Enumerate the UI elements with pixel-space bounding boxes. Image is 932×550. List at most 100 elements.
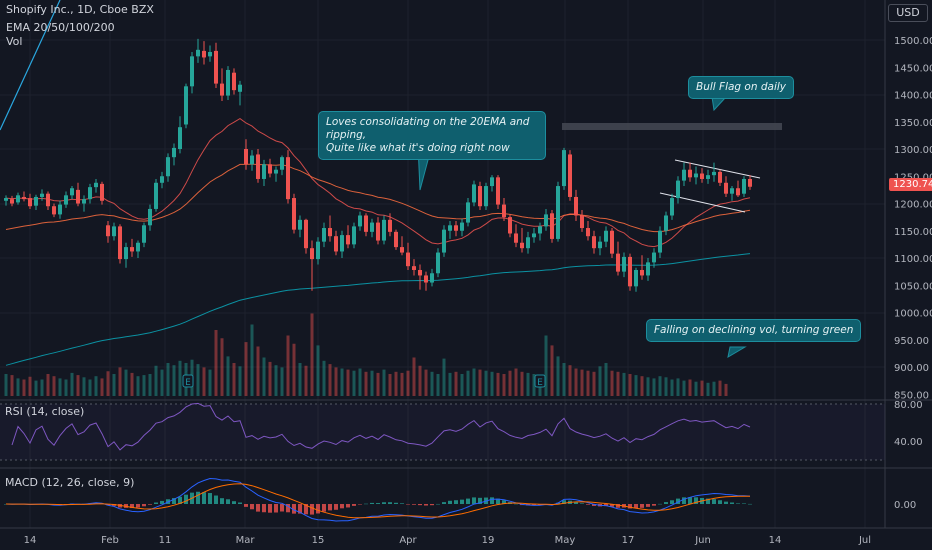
candle-body (64, 195, 68, 205)
annotation-bull-flag[interactable]: Bull Flag on daily (688, 76, 794, 99)
macd-histogram-bar (400, 503, 404, 504)
volume-bar (214, 330, 218, 396)
candle-body (490, 177, 494, 187)
candle-body (460, 222, 464, 231)
macd-histogram-bar (514, 503, 518, 505)
volume-bar (406, 370, 410, 396)
candle-body (40, 193, 44, 197)
volume-bar (82, 377, 86, 396)
candle-body (76, 189, 80, 204)
candle-body (256, 154, 260, 179)
volume-bar (316, 345, 320, 396)
macd-histogram-bar (634, 504, 638, 509)
macd-panel (4, 477, 752, 522)
macd-histogram-bar (346, 504, 350, 508)
volume-bar (10, 375, 14, 396)
macd-histogram-bar (322, 504, 326, 512)
macd-histogram-bar (694, 497, 698, 504)
candle-body (466, 202, 470, 223)
macd-histogram-bar (364, 503, 368, 505)
flag-lower-line (659, 192, 746, 213)
volume-bar (436, 374, 440, 396)
volume-bars (4, 313, 728, 396)
macd-histogram-bar (280, 504, 284, 512)
macd-histogram-bar (130, 504, 134, 509)
candle-body (346, 235, 350, 245)
candle-body (178, 127, 182, 149)
candle-body (574, 196, 578, 216)
volume-bar (442, 358, 446, 396)
candle-body (730, 188, 734, 194)
macd-histogram-bar (148, 504, 152, 505)
candle-body (268, 164, 272, 174)
candle-body (274, 169, 278, 174)
volume-bar (682, 380, 686, 396)
candle-body (610, 230, 614, 254)
candle-body (136, 242, 140, 252)
candle-body (478, 186, 482, 207)
candle-body (82, 199, 86, 204)
macd-line (5, 477, 751, 522)
volume-bar (508, 370, 512, 396)
macd-histogram-bar (340, 504, 344, 509)
macd-histogram-bar (460, 499, 464, 504)
currency-button[interactable]: USD (888, 4, 928, 22)
ema-indicator-label[interactable]: EMA 20/50/100/200 (6, 21, 115, 34)
candle-body (622, 256, 626, 272)
macd-histogram-bar (244, 504, 248, 507)
candle-body (280, 157, 284, 170)
volume-bar (676, 378, 680, 396)
candle-body (352, 226, 356, 245)
volume-bar (244, 342, 248, 396)
candle-body (322, 228, 326, 242)
macd-histogram-bar (154, 502, 158, 504)
volume-bar (466, 370, 470, 396)
volume-bar (208, 369, 212, 396)
macd-histogram-bar (676, 498, 680, 504)
annotation-consolidating-line2: Quite like what it's doing right now (326, 142, 510, 154)
annotation-falling-vol[interactable]: Falling on declining vol, turning green (646, 319, 862, 342)
macd-histogram-bar (334, 504, 338, 510)
annotation-consolidating[interactable]: Loves consolidating on the 20EMA and rip… (318, 111, 546, 160)
candle-body (88, 187, 92, 200)
candle-body (58, 204, 62, 215)
volume-bar (724, 383, 728, 396)
symbol-title[interactable]: Shopify Inc., 1D, Cboe BZX (6, 3, 154, 16)
macd-histogram-bar (574, 501, 578, 504)
candle-body (688, 169, 692, 178)
date-tick-label: 15 (312, 535, 325, 546)
price-tick-label: 1200.00 (894, 200, 932, 211)
candle-body (286, 157, 290, 200)
ema-50-line (5, 163, 751, 233)
candle-body (514, 233, 518, 243)
macd-histogram-bar (610, 504, 614, 507)
volume-bar (226, 356, 230, 396)
volume-bar (328, 364, 332, 396)
date-tick-label: 14 (769, 535, 782, 546)
macd-histogram-bar (682, 497, 686, 504)
macd-histogram-bar (616, 504, 620, 508)
macd-histogram-bar (730, 502, 734, 504)
volume-bar (610, 370, 614, 396)
candle-body (382, 219, 386, 241)
volume-bar (718, 380, 722, 396)
annotation-falling-vol-text: Falling on declining vol, turning green (654, 324, 854, 336)
macd-histogram-bar (214, 495, 218, 504)
candle-body (520, 242, 524, 249)
macd-histogram-bar (628, 504, 632, 509)
volume-bar (124, 369, 128, 396)
candle-body (604, 230, 608, 242)
volume-bar (646, 377, 650, 396)
macd-histogram-bar (172, 498, 176, 504)
candle-body (724, 182, 728, 194)
macd-label[interactable]: MACD (12, 26, close, 9) (5, 476, 135, 489)
candle-body (412, 266, 416, 270)
candle-body (16, 195, 20, 203)
volume-indicator-label[interactable]: Vol (6, 35, 23, 48)
annotation-consolidating-line1: Loves consolidating on the 20EMA and rip… (326, 116, 530, 141)
volume-bar (562, 363, 566, 396)
rsi-label[interactable]: RSI (14, close) (5, 405, 85, 418)
volume-bar (514, 368, 518, 396)
macd-histogram-bar (316, 504, 320, 514)
